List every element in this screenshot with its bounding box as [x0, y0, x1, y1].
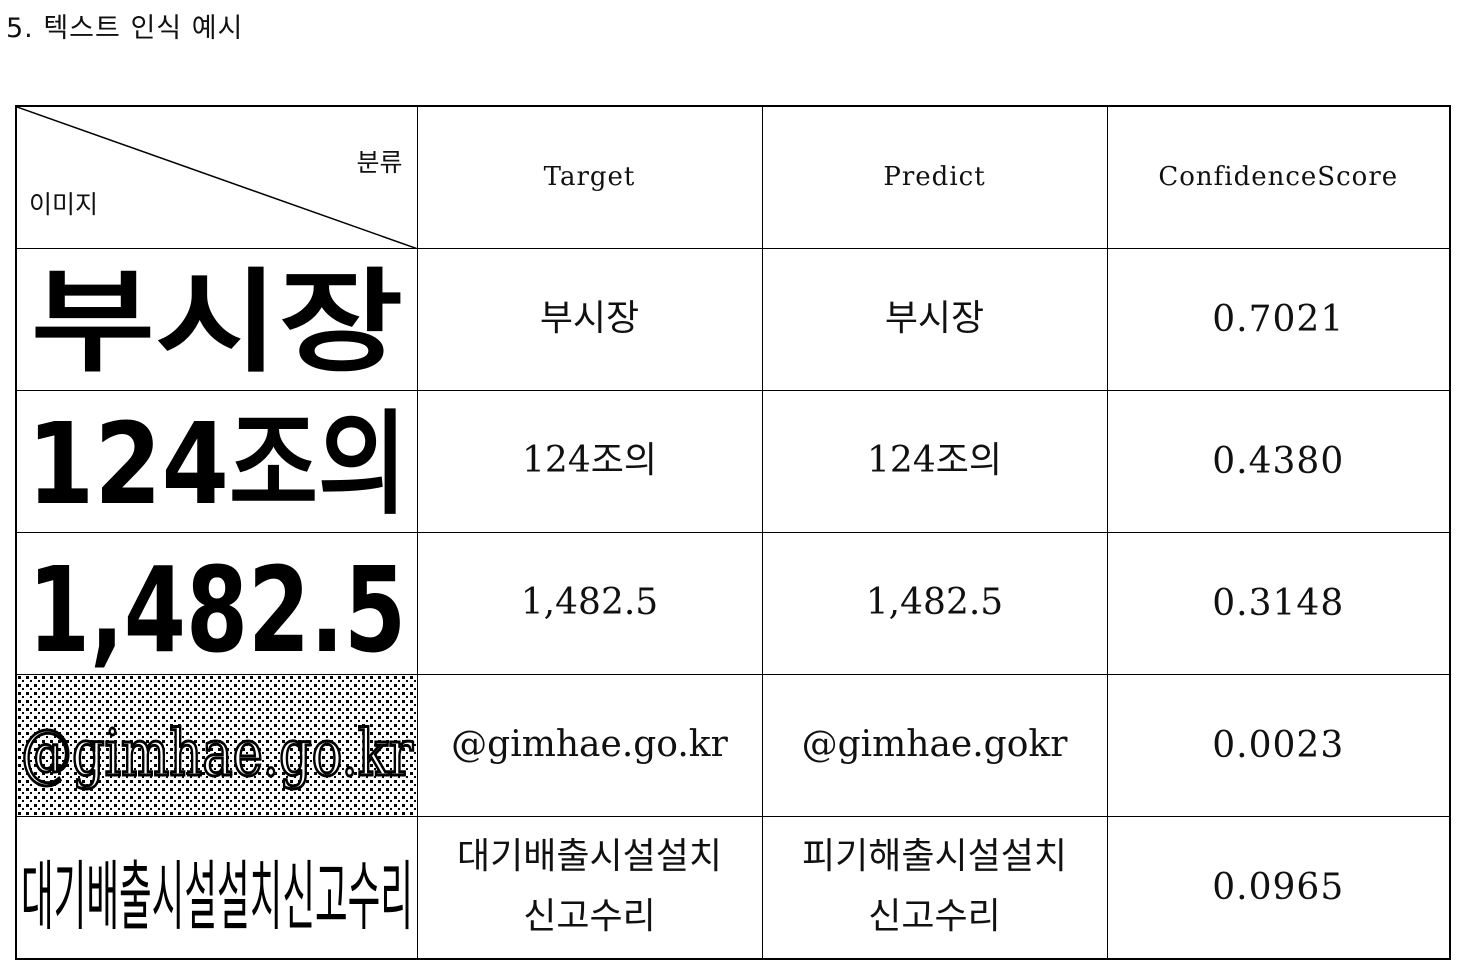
sample-image: 부시장 — [31, 258, 403, 388]
target-cell: 부시장 — [416, 247, 763, 391]
sample-image-cell: 대기배출시설설치신고수리 — [15, 815, 418, 959]
sample-image: @gimhae.go.kr — [17, 675, 416, 815]
score-cell: 0.3148 — [1106, 531, 1451, 675]
score-cell: 0.7021 — [1106, 247, 1451, 391]
sample-image: 124조의 — [27, 400, 407, 530]
sample-image-text: @gimhae.go.kr — [21, 717, 413, 791]
table-row: 대기배출시설설치신고수리 대기배출시설설치 신고수리 피기해출시설설치 신고수리… — [15, 815, 1451, 959]
score-cell: 0.0965 — [1106, 815, 1451, 959]
column-header-confidence: ConfidenceScore — [1106, 105, 1451, 249]
sample-image-cell: 124조의 — [15, 389, 418, 533]
target-cell: 124조의 — [416, 389, 763, 533]
score-cell: 0.0023 — [1106, 673, 1451, 817]
target-cell: @gimhae.go.kr — [416, 673, 763, 817]
sample-image-cell: 1,482.5 — [15, 531, 418, 675]
corner-bottom-label: 이미지 — [29, 190, 99, 219]
diagonal-divider — [17, 107, 415, 247]
sample-image: 대기배출시설설치신고수리 — [21, 852, 413, 941]
table-row: 1,482.5 1,482.5 1,482.5 0.3148 — [15, 531, 1451, 675]
predict-cell: 부시장 — [761, 247, 1108, 391]
table-row: 124조의 124조의 124조의 0.4380 — [15, 389, 1451, 533]
predict-cell: 피기해출시설설치 신고수리 — [761, 815, 1108, 959]
sample-image-cell: 부시장 — [15, 247, 418, 391]
corner-top-label: 분류 — [356, 148, 403, 177]
sample-image-text: 부시장 — [31, 258, 403, 388]
target-cell: 대기배출시설설치 신고수리 — [416, 815, 763, 959]
target-cell: 1,482.5 — [416, 531, 763, 675]
score-cell: 0.4380 — [1106, 389, 1451, 533]
column-header-target: Target — [416, 105, 763, 249]
table-row: @gimhae.go.kr @gimhae.go.kr @gimhae.gokr… — [15, 673, 1451, 817]
sample-image-text: 1,482.5 — [28, 541, 406, 674]
sample-image-text: 대기배출시설설치신고수리 — [21, 852, 413, 941]
sample-image-cell: @gimhae.go.kr — [15, 673, 418, 817]
predict-cell: @gimhae.gokr — [761, 673, 1108, 817]
column-header-predict: Predict — [761, 105, 1108, 249]
section-heading: 5. 텍스트 인식 예시 — [6, 13, 244, 44]
corner-header-cell: 분류 이미지 — [15, 105, 418, 249]
header-row: 분류 이미지 Target Predict ConfidenceScore — [15, 105, 1451, 249]
predict-cell: 124조의 — [761, 389, 1108, 533]
sample-image-text: 124조의 — [27, 400, 407, 530]
table-row: 부시장 부시장 부시장 0.7021 — [15, 247, 1451, 391]
predict-cell: 1,482.5 — [761, 531, 1108, 675]
sample-image: 1,482.5 — [28, 541, 406, 674]
recognition-table: 분류 이미지 Target Predict ConfidenceScore 부시… — [15, 105, 1451, 960]
